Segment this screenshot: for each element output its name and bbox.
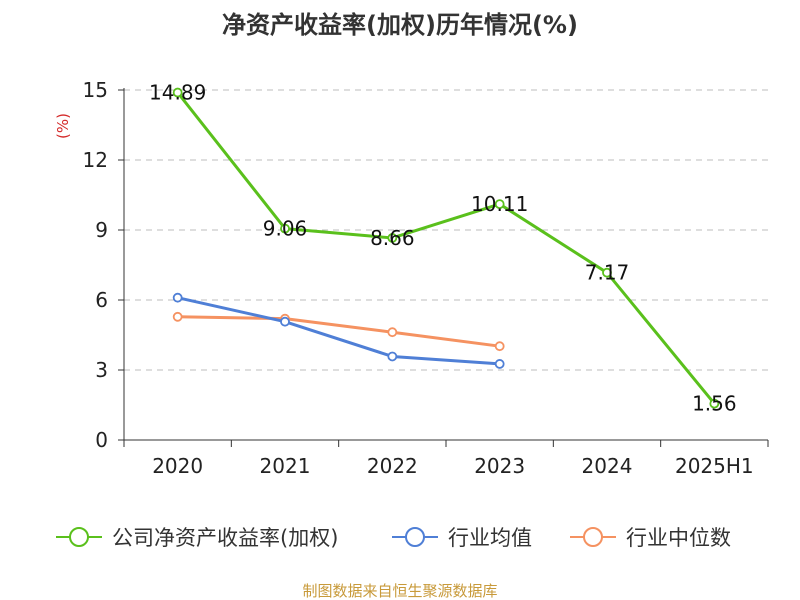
y-tick-label: 12: [83, 148, 108, 172]
data-point-0: [602, 267, 612, 278]
legend-label-2: 行业中位数: [626, 526, 731, 550]
data-labels: 14.89 9.06 8.66 10.11 7.17 1.56: [149, 81, 737, 416]
y-tick-label: 0: [95, 428, 108, 452]
data-point-0: [172, 87, 183, 98]
y-tick-label: 15: [83, 78, 108, 102]
data-point-0: [280, 223, 290, 234]
series-line-2: [177, 315, 500, 348]
data-point-0: [709, 398, 720, 409]
data-point-2: [172, 311, 183, 322]
data-point-1: [280, 316, 290, 327]
series-line-0: [176, 91, 716, 405]
x-tick-label: 2025H1: [675, 454, 754, 478]
legend: 公司净资产收益率(加权) 行业均值 行业中位数: [56, 526, 731, 550]
legend-marker-2: [583, 527, 603, 547]
data-point-2: [387, 327, 398, 338]
legend-label-0: 公司净资产收益率(加权): [112, 526, 338, 550]
legend-marker-0: [69, 527, 89, 547]
data-label: 9.06: [263, 217, 308, 241]
source-note: 制图数据来自恒生聚源数据库: [302, 582, 497, 600]
x-tick-label: 2020: [152, 454, 203, 478]
y-tick-label: 3: [95, 358, 108, 382]
legend-label-1: 行业均值: [448, 526, 532, 550]
data-point-0: [387, 233, 398, 243]
y-tick-label: 6: [95, 288, 108, 312]
data-label: 8.66: [370, 226, 415, 250]
data-point-2: [494, 341, 505, 352]
x-tick-label: 2022: [367, 454, 418, 478]
series-group: [172, 87, 720, 409]
y-axis-unit: (%): [54, 113, 72, 139]
data-point-1: [387, 351, 398, 362]
data-point-1: [494, 359, 505, 369]
legend-marker-1: [405, 527, 425, 547]
x-tick-label: 2023: [474, 454, 525, 478]
data-label: 1.56: [692, 392, 737, 416]
x-tick-label: 2021: [260, 454, 311, 478]
x-tick-label: 2024: [582, 454, 633, 478]
chart-title: 净资产收益率(加权)历年情况(%): [222, 11, 578, 39]
data-point-0: [494, 199, 505, 210]
data-label: 7.17: [585, 261, 630, 285]
data-label: 14.89: [149, 81, 206, 105]
gridlines: [124, 89, 768, 371]
series-line-1: [177, 296, 500, 366]
axes: 0 3 6 9 12 15 2020 2021 2022 2023 2024 2025H1: [83, 78, 769, 478]
data-point-1: [172, 292, 183, 303]
y-tick-label: 9: [95, 218, 108, 242]
data-label: 10.11: [471, 192, 528, 216]
